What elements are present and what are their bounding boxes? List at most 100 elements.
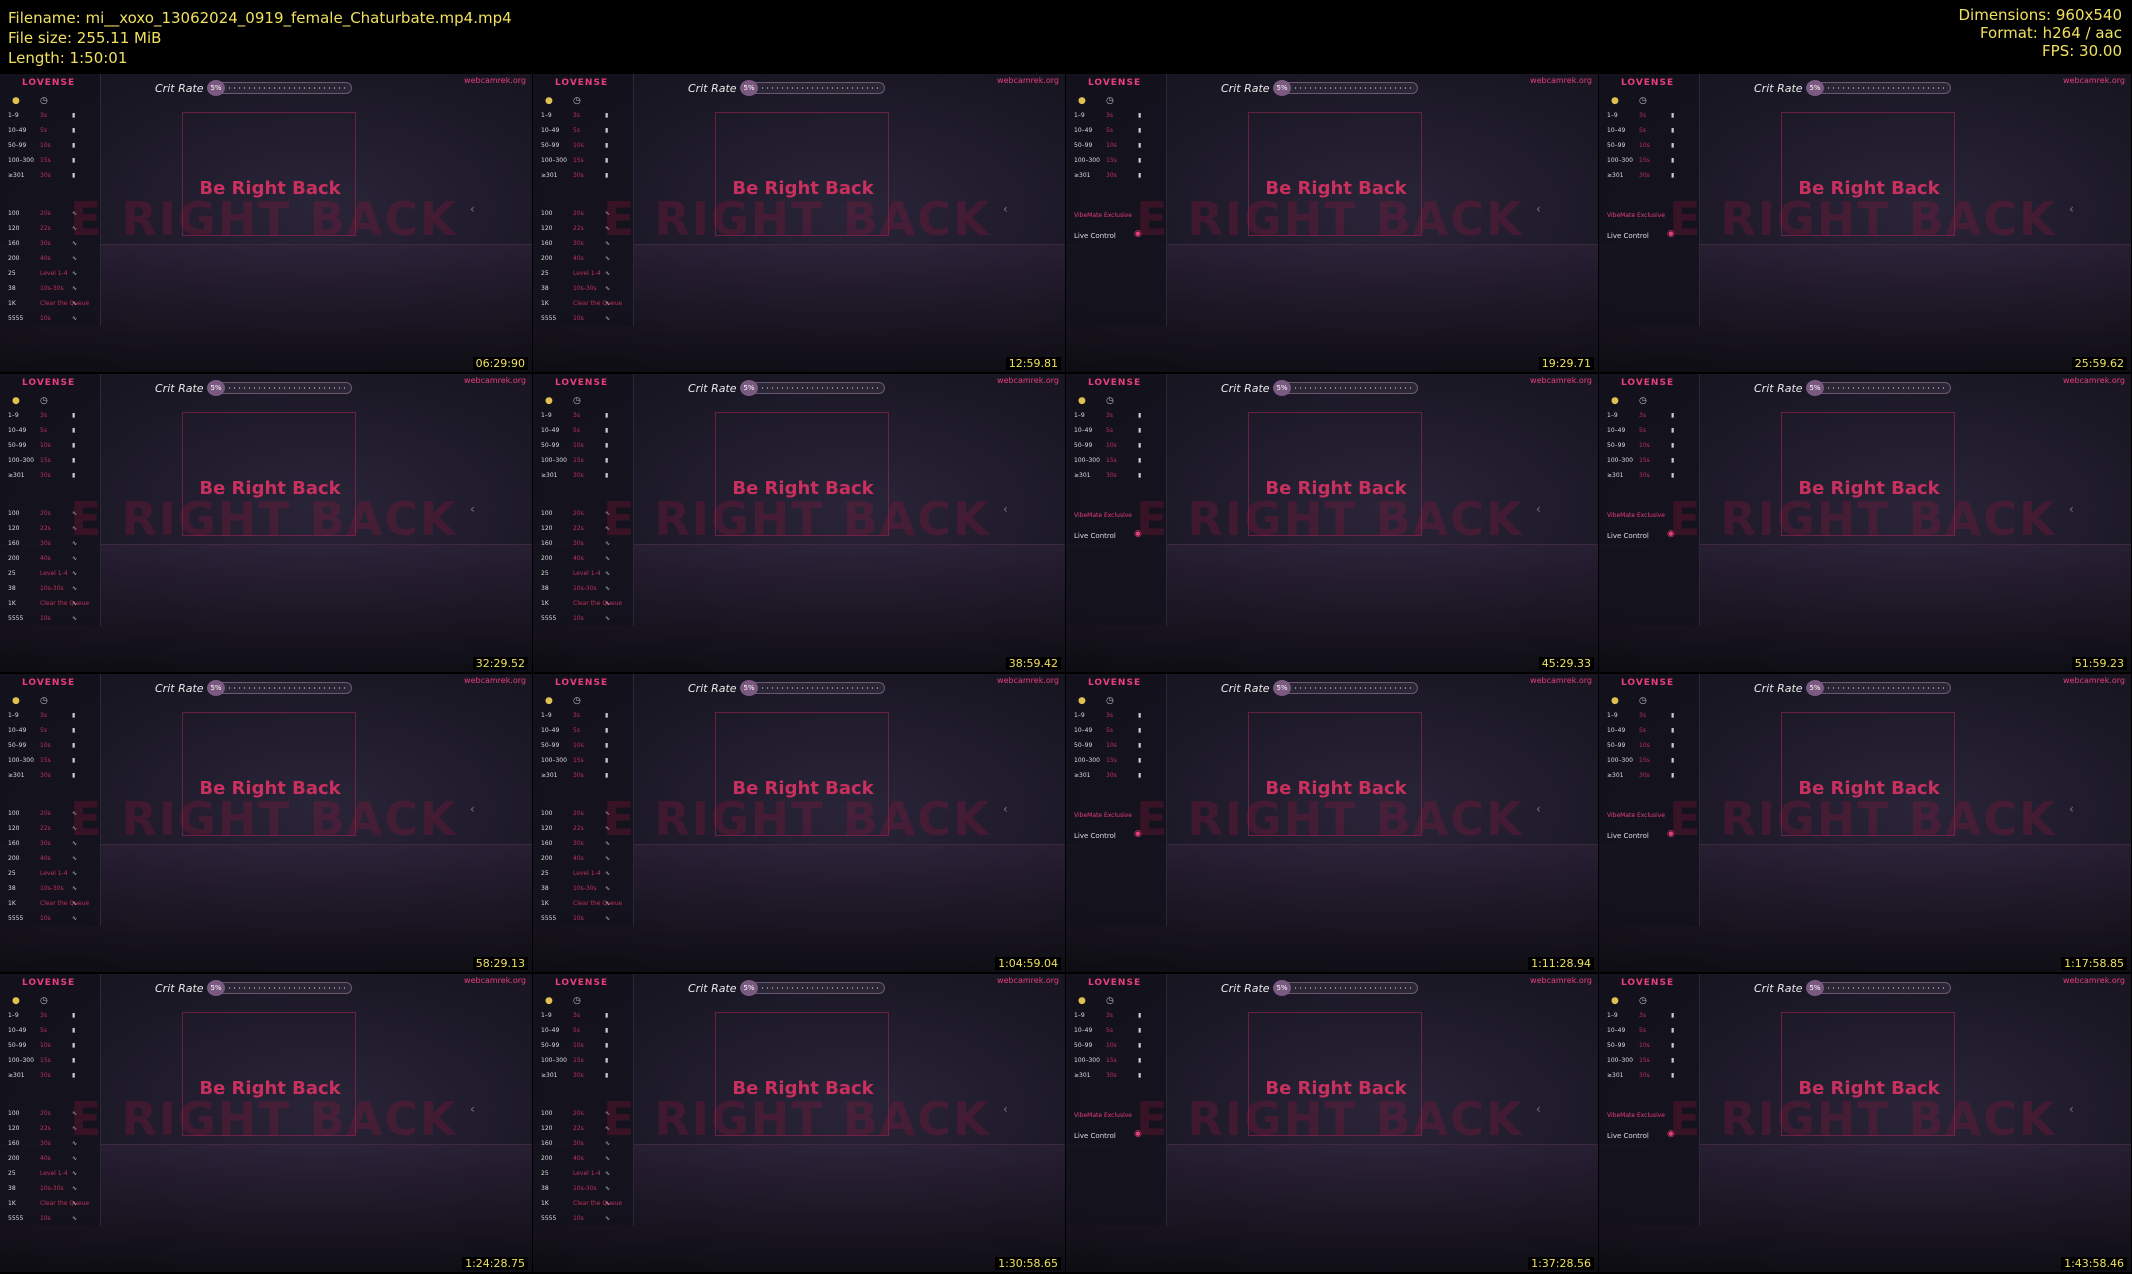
tip-level-row: 1–9 3s ▮ [8, 112, 92, 122]
pattern-row: 38 10s-30s ∿ [8, 1185, 92, 1195]
brb-frame [1781, 112, 1955, 236]
thumbnail-timestamp: 38:59.42 [1005, 657, 1061, 670]
tip-amount: 100–300 [1074, 1057, 1100, 1064]
watermark-site: webcamrek.org [1530, 676, 1592, 685]
tip-amount: 1–9 [8, 1012, 19, 1019]
tip-duration: 10s [40, 1042, 51, 1049]
coin-icon: ● [12, 696, 20, 706]
coin-icon: ● [1611, 396, 1619, 406]
pattern-wave-icon: ∿ [605, 885, 611, 892]
pattern-wave-icon: ∿ [605, 1215, 611, 1222]
brb-background-text: E RIGHT BACK [70, 192, 458, 246]
tip-duration: 30s [573, 772, 584, 779]
video-thumbnail: LOVENSE ● ◷ 1–9 3s ▮ 10–49 5s ▮ 50–99 10s ▮ 100–300 1… [1599, 374, 2131, 672]
vibemate-exclusive-label: VibeMate Exclusive [1607, 512, 1665, 519]
tip-duration: 15s [1639, 1057, 1650, 1064]
crit-rate-value: 5% [1273, 80, 1291, 96]
crit-rate-label: Crit Rate [1221, 82, 1270, 95]
lovense-logo: LOVENSE [1088, 678, 1142, 688]
brb-title: Be Right Back [199, 178, 341, 199]
thumbnail-timestamp: 32:29.52 [472, 657, 528, 670]
live-control-label: Live Control [1607, 232, 1649, 240]
pattern-wave-icon: ∿ [72, 840, 78, 847]
tip-level-row: 100–300 15s ▮ [541, 157, 625, 167]
vibemate-exclusive-label: VibeMate Exclusive [1074, 212, 1132, 219]
tip-level-row: 1–9 3s ▮ [541, 412, 625, 422]
tip-level-row: 100–300 15s ▮ [1074, 757, 1158, 767]
pattern-row: 5555 10s ∿ [8, 615, 92, 625]
pattern-duration: Clear the Queue [40, 300, 90, 307]
vibrate-icon: ▮ [1138, 712, 1142, 719]
vibrate-icon: ▮ [1671, 727, 1675, 734]
brb-background-text: E RIGHT BACK [1136, 492, 1524, 546]
tip-level-row: 10–49 5s ▮ [1607, 1027, 1691, 1037]
pattern-row: 25 Level 1-4 ∿ [8, 870, 92, 880]
panel-icons: ● ◷ [1078, 996, 1114, 1006]
pattern-row: 200 40s ∿ [8, 1155, 92, 1165]
panel-icons: ● ◷ [1611, 96, 1647, 106]
thumbnail-timestamp: 1:11:28.94 [1528, 957, 1594, 970]
tip-amount: 10–49 [8, 427, 27, 434]
brb-frame [715, 1012, 889, 1136]
vibrate-icon: ▮ [72, 742, 76, 749]
pattern-duration: 40s [40, 1155, 51, 1162]
pattern-row: 200 40s ∿ [541, 255, 625, 265]
pattern-duration: 10s-30s [573, 1185, 597, 1192]
pattern-amount: 5555 [541, 615, 557, 622]
pattern-amount: 200 [8, 1155, 20, 1162]
pattern-duration: 30s [573, 240, 584, 247]
tip-level-row: 50–99 10s ▮ [1607, 1042, 1691, 1052]
vibrate-icon: ▮ [1671, 112, 1675, 119]
pattern-amount: 38 [8, 885, 16, 892]
tip-amount: 10–49 [1074, 1027, 1093, 1034]
pattern-row: 25 Level 1-4 ∿ [541, 1170, 625, 1180]
pattern-amount: 38 [8, 585, 16, 592]
tip-amount: 10–49 [1074, 727, 1093, 734]
video-thumbnail: LOVENSE ● ◷ 1–9 3s ▮ 10–49 5s ▮ 50–99 10s ▮ 100–300 1… [1599, 674, 2131, 972]
pattern-wave-icon: ∿ [72, 1140, 78, 1147]
tip-amount: ≥301 [1607, 472, 1624, 479]
tip-amount: ≥301 [8, 172, 25, 179]
clock-icon: ◷ [1106, 696, 1114, 706]
pattern-amount: 160 [8, 1140, 20, 1147]
tip-level-row: 1–9 3s ▮ [8, 1012, 92, 1022]
tip-duration: 3s [1639, 712, 1646, 719]
vibrate-icon: ▮ [72, 127, 76, 134]
crit-rate-label: Crit Rate [1221, 982, 1270, 995]
vibemate-exclusive-label: VibeMate Exclusive [1607, 212, 1665, 219]
pattern-row: 120 22s ∿ [8, 825, 92, 835]
panel-icons: ● ◷ [545, 696, 581, 706]
pattern-amount: 38 [8, 1185, 16, 1192]
pattern-amount: 100 [541, 810, 553, 817]
live-control-icon: ◉ [1667, 1129, 1675, 1139]
brb-frame [1248, 112, 1422, 236]
tip-level-row: 100–300 15s ▮ [8, 757, 92, 767]
tip-duration: 3s [1106, 112, 1113, 119]
slider-ticks [1828, 387, 1944, 389]
pattern-wave-icon: ∿ [605, 255, 611, 262]
pattern-row: 5555 10s ∿ [541, 1215, 625, 1225]
tip-amount: 1–9 [1607, 1012, 1618, 1019]
pattern-duration: 30s [573, 840, 584, 847]
crit-rate-value: 5% [1806, 80, 1824, 96]
slider-ticks [762, 987, 878, 989]
pattern-amount: 1K [541, 900, 549, 907]
vibrate-icon: ▮ [72, 172, 76, 179]
tip-duration: 15s [1639, 757, 1650, 764]
live-control-label: Live Control [1607, 1132, 1649, 1140]
tip-duration: 3s [573, 1012, 580, 1019]
vibrate-icon: ▮ [605, 1012, 609, 1019]
tip-level-row: 10–49 5s ▮ [541, 127, 625, 137]
tip-level-row: 50–99 10s ▮ [541, 142, 625, 152]
tip-amount: ≥301 [541, 1072, 558, 1079]
pattern-wave-icon: ∿ [72, 285, 78, 292]
slider-ticks [229, 87, 345, 89]
pattern-amount: 200 [8, 855, 20, 862]
tip-level-row: 10–49 5s ▮ [8, 127, 92, 137]
pattern-amount: 25 [8, 270, 16, 277]
pattern-duration: 10s [573, 315, 584, 322]
thumbnail-timestamp: 1:04:59.04 [995, 957, 1061, 970]
tip-amount: ≥301 [8, 472, 25, 479]
vibrate-icon: ▮ [72, 1012, 76, 1019]
tip-duration: 3s [40, 1012, 47, 1019]
